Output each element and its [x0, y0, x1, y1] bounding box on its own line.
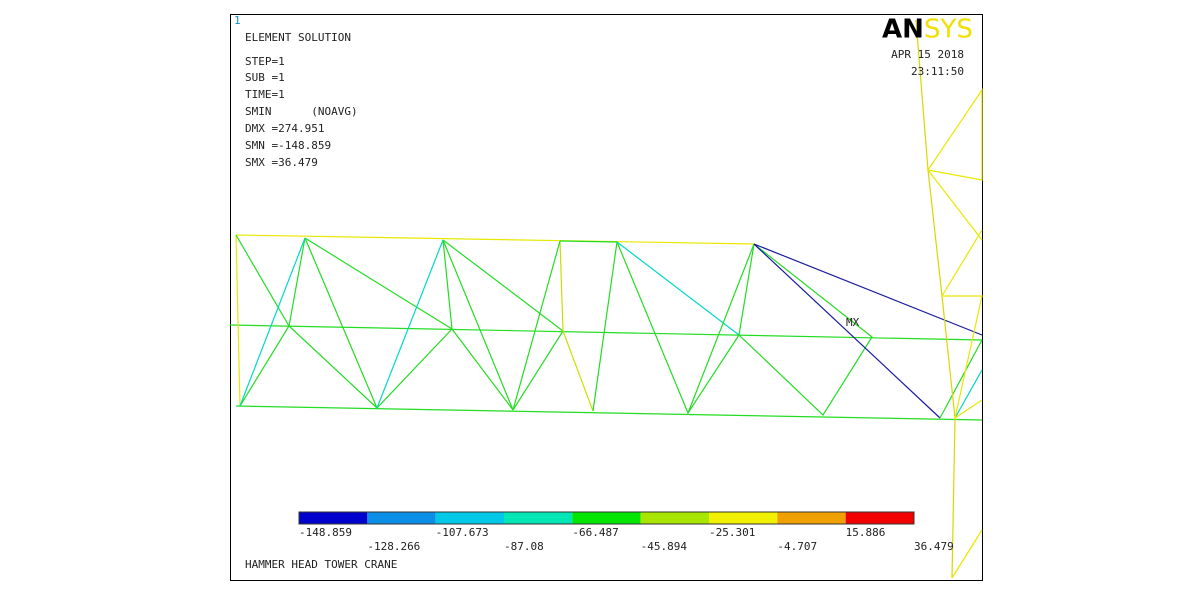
legend-label: -45.894 — [641, 540, 688, 553]
legend-swatch — [435, 512, 504, 524]
legend-swatch — [299, 512, 368, 524]
legend-swatch — [845, 512, 914, 524]
time: 23:11:50 — [911, 65, 964, 78]
legend-label: -25.301 — [709, 526, 755, 539]
node-label: MX — [846, 316, 860, 329]
info-block: ELEMENT SOLUTION STEP=1 SUB =1 TIME=1 SMIN (… — [245, 31, 358, 169]
info-line: SUB =1 — [245, 71, 285, 84]
logo-sys: SYS — [924, 15, 973, 45]
legend-swatch — [504, 512, 573, 524]
info-line: STEP=1 — [245, 55, 285, 68]
legend-label: 15.886 — [846, 526, 886, 539]
legend-label: -107.673 — [436, 526, 489, 539]
legend-swatch — [572, 512, 641, 524]
info-line: SMIN (NOAVG) — [245, 105, 358, 118]
info-line: ELEMENT SOLUTION — [245, 31, 351, 44]
legend-swatch — [367, 512, 436, 524]
caption: HAMMER HEAD TOWER CRANE — [245, 558, 397, 571]
date: APR 15 2018 — [891, 48, 964, 61]
legend-swatch — [640, 512, 709, 524]
info-line: DMX =274.951 — [245, 122, 324, 135]
legend-label: 36.479 — [914, 540, 954, 553]
info-line: SMX =36.479 — [245, 156, 318, 169]
info-line: SMN =-148.859 — [245, 139, 331, 152]
legend-frame — [298, 511, 915, 525]
viewport — [230, 14, 983, 581]
info-line: TIME=1 — [245, 88, 285, 101]
logo-an: AN — [882, 15, 924, 45]
truss-model — [229, 19, 983, 579]
legend-label: -87.08 — [504, 540, 544, 553]
window-number: 1 — [234, 14, 241, 27]
legend-label: -148.859 — [299, 526, 352, 539]
legend-swatch — [777, 512, 846, 524]
legend-label: -128.266 — [367, 540, 420, 553]
legend-label: -66.487 — [572, 526, 618, 539]
legend-swatch — [709, 512, 778, 524]
color-legend: -148.859 -128.266 -107.673 -87.08 -66.487 -45… — [298, 511, 954, 553]
legend-label: -4.707 — [777, 540, 817, 553]
